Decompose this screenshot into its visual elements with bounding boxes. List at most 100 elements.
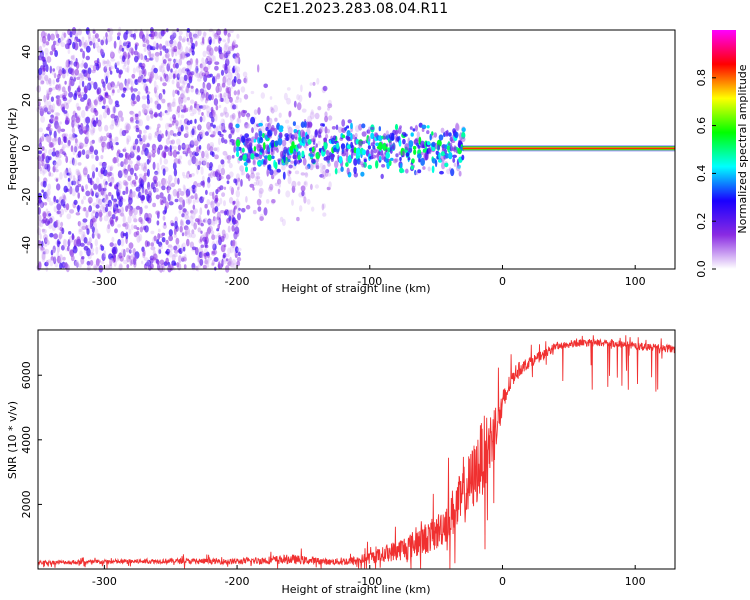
spectrogram-cell	[97, 183, 102, 192]
spectrogram-cell	[346, 167, 350, 175]
spectrogram-cell	[177, 131, 182, 137]
spectrogram-cell	[412, 128, 416, 132]
snr-x-label: Height of straight line (km)	[281, 583, 430, 596]
spectrogram-cell	[199, 88, 205, 94]
spectrogram-cell	[296, 102, 302, 111]
spectrogram-cell	[132, 67, 136, 74]
spectrogram-cell	[50, 96, 55, 102]
spectrogram-cell	[68, 187, 73, 195]
spectrogram-cell	[170, 222, 175, 227]
spectrogram-cell	[301, 108, 307, 113]
spectrogram-cell	[193, 138, 198, 146]
spectrogram-cell	[221, 258, 224, 267]
spectrogram-cell	[237, 56, 241, 65]
spectrogram-cell	[378, 141, 383, 151]
spectrogram-cell	[235, 189, 240, 198]
spectrogram-cell	[217, 131, 222, 136]
spectrogram-cell	[57, 136, 62, 146]
spectrogram-cell	[95, 204, 100, 209]
spectrogram-cell	[186, 37, 189, 42]
spectrogram-cell	[103, 215, 109, 222]
spectrogram-cell	[185, 68, 190, 72]
spectrogram-cell	[189, 151, 193, 158]
spectrogram-cell	[179, 225, 183, 233]
spectrogram-cell	[81, 80, 85, 88]
spectrogram-cell	[143, 109, 148, 116]
spectrogram-cell	[146, 103, 150, 109]
spectrogram-cell	[73, 239, 78, 248]
spectrogram-x-tick-label: -100	[357, 275, 382, 288]
spectrogram-cell	[155, 210, 161, 216]
spectrogram-cell	[205, 153, 210, 160]
spectrogram-cell	[211, 234, 216, 241]
spectrogram-cell	[226, 77, 232, 86]
spectrogram-cell	[269, 106, 273, 113]
spectrogram-cell	[161, 133, 164, 139]
spectrogram-cell	[231, 225, 235, 232]
spectrogram-cell	[133, 32, 137, 40]
spectrogram-cell	[176, 81, 180, 89]
spectrogram-cell	[203, 161, 207, 167]
spectrogram-cell	[109, 165, 114, 171]
spectrogram-cell	[256, 198, 262, 206]
spectrogram-cell	[107, 224, 111, 230]
spectrogram-cell	[129, 193, 134, 199]
spectrogram-cell	[228, 162, 233, 169]
spectrogram-cell	[165, 239, 169, 245]
spectrogram-cell	[133, 260, 137, 268]
spectrogram-cell	[299, 205, 303, 212]
spectrogram-cell	[265, 126, 269, 132]
spectrogram-cell	[68, 171, 73, 180]
spectrogram-cell	[294, 155, 298, 160]
spectrogram-cell	[214, 171, 219, 178]
spectrogram-cell	[312, 81, 316, 86]
spectrogram-cell	[129, 167, 134, 175]
spectrogram-cell	[165, 129, 168, 137]
spectrogram-cell	[224, 58, 230, 67]
spectrogram-cell	[226, 50, 231, 55]
spectrogram-frame	[37, 29, 676, 270]
spectrogram-cell	[106, 225, 111, 234]
spectrogram-cell	[190, 71, 195, 76]
spectrogram-cell	[214, 126, 219, 134]
spectrogram-cell	[148, 132, 153, 141]
spectrogram-cell	[340, 166, 344, 172]
spectrogram-cell	[109, 65, 115, 70]
spectrogram-cell	[162, 30, 166, 35]
spectrogram-cell	[343, 152, 346, 157]
spectrogram-cell	[107, 199, 113, 207]
spectrogram-cell	[169, 40, 173, 48]
spectrogram-cell	[40, 201, 44, 208]
spectrogram-cell	[272, 169, 277, 176]
spectrogram-cell	[152, 161, 156, 170]
spectrogram-cell	[179, 85, 184, 92]
spectrogram-cell	[370, 149, 374, 157]
spectrogram-cell	[149, 108, 153, 114]
spectrogram-cell	[306, 134, 310, 140]
spectrogram-cell	[62, 97, 68, 102]
spectrogram-cell	[98, 114, 103, 122]
spectrogram-cell	[106, 132, 111, 138]
spectrogram-x-tick-label: 0	[499, 275, 506, 288]
spectrogram-cell	[314, 112, 320, 120]
spectrogram-cell	[65, 203, 70, 211]
spectrogram-cell	[229, 185, 233, 191]
spectrogram-y-tick-label: 0	[20, 145, 33, 152]
spectrogram-cell	[235, 139, 241, 148]
spectrogram-cell	[63, 101, 68, 106]
spectrogram-cell	[224, 65, 229, 75]
spectrogram-cell	[117, 239, 122, 246]
spectrogram-cell	[183, 120, 187, 127]
spectrogram-cell	[103, 198, 108, 205]
spectrogram-cell	[182, 246, 186, 252]
spectrogram-cell	[204, 150, 209, 158]
spectrogram-cell	[335, 124, 339, 131]
spectrogram-cell	[196, 91, 201, 96]
spectrogram-cell	[373, 148, 378, 154]
spectrogram-cell	[234, 226, 240, 235]
spectrogram-cell	[57, 83, 62, 91]
spectrogram-cell	[89, 259, 94, 266]
spectrogram-cell	[173, 234, 177, 238]
spectrogram-cell	[171, 101, 175, 107]
spectrogram-cell	[87, 206, 91, 213]
